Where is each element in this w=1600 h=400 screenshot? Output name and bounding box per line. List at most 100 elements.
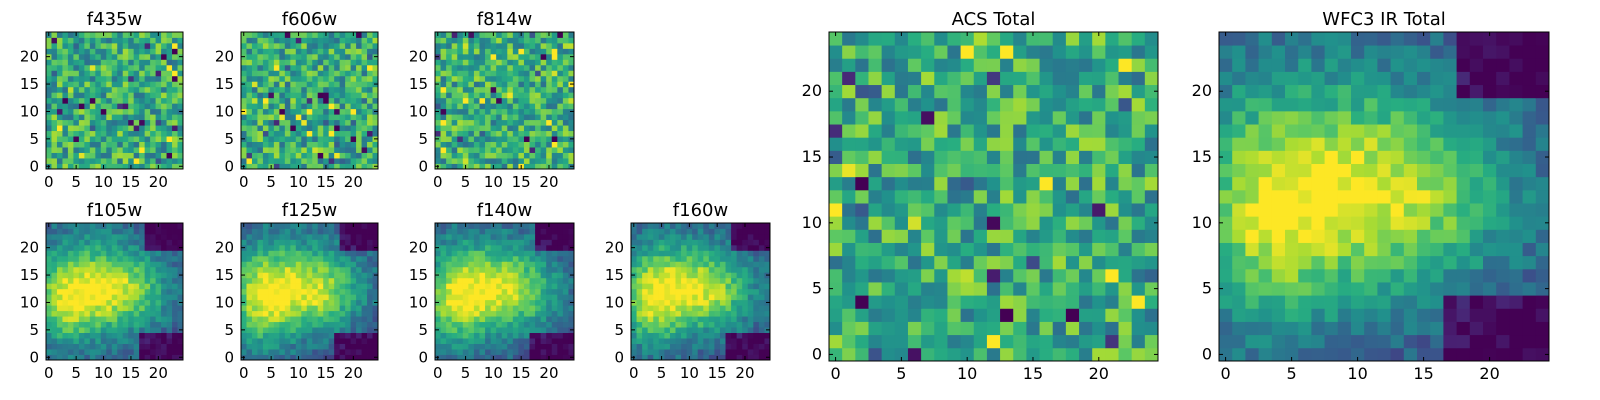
heatmap-cell <box>479 92 486 99</box>
heatmap-cell <box>742 316 749 323</box>
heatmap-cell <box>89 86 96 93</box>
heatmap-cell <box>540 103 547 110</box>
heatmap-cell <box>111 277 118 284</box>
heatmap-cell <box>111 114 118 121</box>
heatmap-cell <box>100 343 107 350</box>
heatmap-cell <box>144 32 151 38</box>
heatmap-cell <box>719 349 726 355</box>
heatmap-cell <box>241 70 247 77</box>
heatmap-cell <box>46 86 52 93</box>
heatmap-cell <box>361 163 368 170</box>
heatmap-cell <box>106 130 113 137</box>
heatmap-cell <box>339 233 346 240</box>
axes-frame <box>434 222 575 361</box>
heatmap-cell <box>317 277 324 284</box>
heatmap-cell <box>714 239 721 246</box>
heatmap-cell <box>67 266 74 273</box>
heatmap-cell <box>1039 163 1054 178</box>
heatmap-cell <box>512 163 519 170</box>
heatmap-cell <box>457 288 464 295</box>
heatmap-cell <box>658 316 665 323</box>
heatmap-cell <box>960 163 975 178</box>
heatmap-cell <box>262 288 269 295</box>
heatmap-cell <box>128 228 135 235</box>
heatmap-cell <box>257 272 264 279</box>
heatmap-cell <box>540 255 547 262</box>
heatmap-cell <box>921 255 935 270</box>
heatmap-cell <box>317 343 324 350</box>
heatmap-cell <box>551 147 558 153</box>
heatmap-cell <box>62 119 69 126</box>
heatmap-cell <box>284 32 291 38</box>
heatmap-cell <box>301 108 308 115</box>
heatmap-cell <box>479 163 486 170</box>
heatmap-cell <box>462 310 469 317</box>
heatmap-cell <box>367 42 373 49</box>
heatmap-cell <box>1026 255 1040 270</box>
heatmap-cell <box>642 244 649 251</box>
heatmap-cell <box>290 59 297 66</box>
heatmap-cell <box>496 70 503 77</box>
heatmap-cell <box>117 250 124 257</box>
heatmap-cell <box>675 327 682 333</box>
heatmap-cell <box>440 86 447 93</box>
heatmap-cell <box>317 75 324 82</box>
heatmap-cell <box>855 189 869 204</box>
heatmap-cell <box>268 97 275 104</box>
heatmap-cell <box>334 114 341 121</box>
heatmap-cell <box>128 294 135 301</box>
heatmap-cell <box>725 299 732 306</box>
heatmap-cell <box>451 316 458 323</box>
heatmap-cell <box>251 321 258 328</box>
heatmap-cell <box>144 321 151 328</box>
heatmap-cell <box>166 59 173 66</box>
heatmap-cell <box>747 283 754 290</box>
heatmap-cell <box>686 261 693 268</box>
heatmap-cell <box>56 59 63 66</box>
heatmap-cell <box>177 349 184 355</box>
heatmap-cell <box>312 108 319 115</box>
heatmap-cell <box>155 70 162 77</box>
heatmap-cell <box>144 316 151 323</box>
heatmap-cell <box>692 338 699 344</box>
heatmap-cell <box>290 103 297 110</box>
heatmap-cell <box>501 64 508 71</box>
heatmap-cell <box>133 64 140 71</box>
heatmap-cell <box>128 147 135 153</box>
heatmap-cell <box>507 321 514 328</box>
heatmap-cell <box>89 244 96 251</box>
heatmap-cell <box>1065 347 1080 362</box>
heatmap-cell <box>122 332 129 339</box>
heatmap-cell <box>317 158 324 164</box>
heatmap-cell <box>323 37 330 44</box>
heatmap-cell <box>653 316 660 323</box>
heatmap-cell <box>172 255 178 262</box>
heatmap-cell <box>84 310 91 317</box>
x-tick-label: 0 <box>433 173 443 191</box>
heatmap-cell <box>731 277 738 284</box>
heatmap-cell <box>51 294 58 301</box>
heatmap-cell <box>67 277 74 284</box>
heatmap-cell <box>501 97 508 104</box>
heatmap-cell <box>523 147 530 153</box>
heatmap-cell <box>345 310 351 317</box>
heatmap-cell <box>144 141 151 148</box>
heatmap-cell <box>496 239 503 246</box>
heatmap-cell <box>306 261 313 268</box>
heatmap-cell <box>73 343 80 350</box>
heatmap-cell <box>133 152 140 159</box>
heatmap-cell <box>934 150 948 164</box>
heatmap-cell <box>725 294 732 301</box>
heatmap-cell <box>440 59 447 66</box>
heatmap-cell <box>339 37 346 44</box>
heatmap-cell <box>518 266 525 273</box>
heatmap-cell <box>84 119 91 126</box>
heatmap-cell <box>56 114 63 121</box>
heatmap-cell <box>440 316 447 323</box>
heatmap-cell <box>161 48 167 55</box>
heatmap-cell <box>46 64 52 71</box>
heatmap-cell <box>747 244 754 251</box>
heatmap-cell <box>241 332 247 339</box>
heatmap-cell <box>1105 347 1119 362</box>
heatmap-cell <box>122 223 129 229</box>
